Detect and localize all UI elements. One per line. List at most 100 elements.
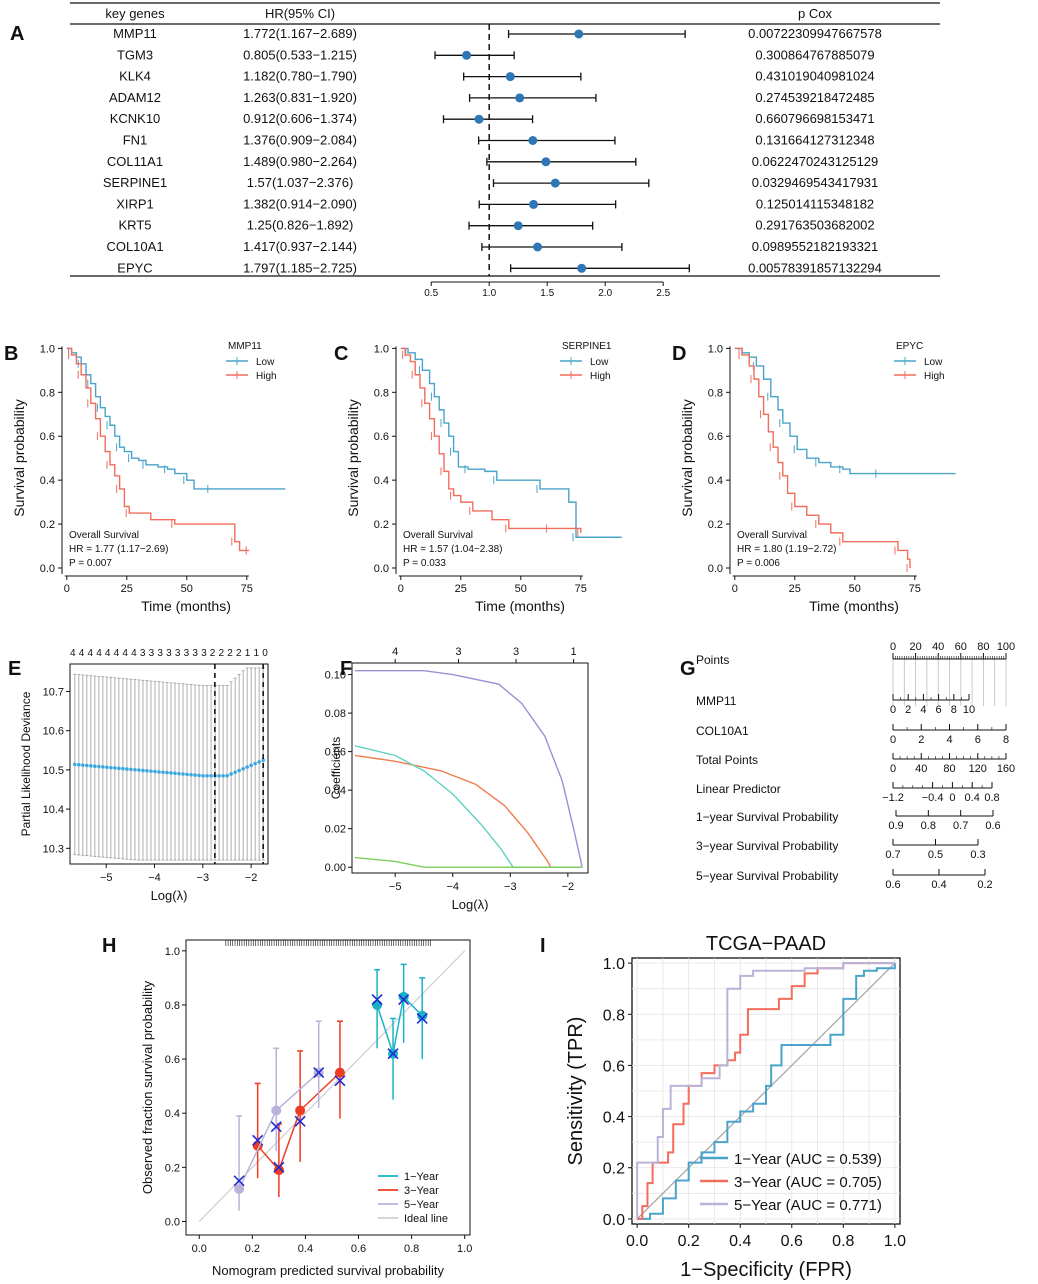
nomogram-tick-label: 80 xyxy=(943,763,955,775)
x-tick-label: 75 xyxy=(575,583,587,595)
nomogram-tick-label: 120 xyxy=(969,763,987,775)
deviance-point xyxy=(117,766,121,771)
km-panel-serpine1: 0.0 0.2 0.4 0.6 0.8 1.0 0 25 50 75 Time (months) Su… xyxy=(345,341,622,614)
legend-label: 5−Year (AUC = 0.771) xyxy=(734,1197,882,1214)
nomogram-tick-label: 0.7 xyxy=(953,820,968,832)
nomogram-tick-label: 0.4 xyxy=(931,879,946,891)
y-tick-label: 0.0 xyxy=(603,1212,625,1229)
x-tick-label: −4 xyxy=(148,872,161,884)
nomogram-tick-label: 40 xyxy=(932,641,944,653)
bootstrap-cross xyxy=(371,993,383,1006)
deviance-point xyxy=(229,772,233,776)
nomogram-tick-label: 10 xyxy=(963,704,975,716)
deviance-point xyxy=(221,773,225,778)
hr-label: 1.57(1.037−2.376) xyxy=(247,175,354,190)
legend-label: 1−Year xyxy=(404,1171,439,1183)
y-tick-label: 0.8 xyxy=(165,1000,180,1012)
nomogram-tick-label: 2 xyxy=(918,734,924,746)
gene-label: MMP11 xyxy=(113,26,157,41)
y-axis-label: Observed fraction survival probability xyxy=(140,980,155,1194)
x-tick-label: 0.6 xyxy=(351,1243,366,1255)
km-curve-high xyxy=(66,347,250,552)
x-tick-label: 0.5 xyxy=(424,288,438,299)
gene-label: COL10A1 xyxy=(106,239,163,254)
deviance-point xyxy=(245,765,249,769)
deviance-point xyxy=(157,770,161,774)
stat-text: HR = 1.57 (1.04−2.38) xyxy=(403,544,503,555)
y-tick-label: 0.2 xyxy=(708,519,723,531)
top-tick-label: 1 xyxy=(571,646,577,658)
nomogram-tick-label: 8 xyxy=(951,704,957,716)
top-tick-label: 3 xyxy=(513,646,519,658)
y-tick-label: 0.00 xyxy=(325,862,346,874)
coef-path-0 xyxy=(354,670,583,868)
x-tick-label: −3 xyxy=(197,872,210,884)
nomogram-tick-label: 0.9 xyxy=(888,820,903,832)
legend-label: 1−Year (AUC = 0.539) xyxy=(734,1151,882,1168)
cv-deviance-panel: 10.3 10.4 10.5 10.6 10.7 −5 −4 −3 −2 Log(λ) Partia… xyxy=(19,648,269,903)
x-tick-label: 0.8 xyxy=(404,1243,419,1255)
deviance-point xyxy=(241,767,245,771)
deviance-point xyxy=(101,765,105,769)
y-tick-label: 0.4 xyxy=(374,475,389,487)
y-tick-label: 0.0 xyxy=(708,563,723,575)
x-tick-label: 2.5 xyxy=(656,288,670,299)
roc-panel: 0.0 0.2 0.4 0.6 0.8 1.0 0.0 0.2 0.4 0.6 0.8 1.0 TCGA… xyxy=(565,933,906,1281)
x-tick-label: 1.5 xyxy=(540,288,554,299)
y-tick-label: 10.5 xyxy=(43,765,64,777)
deviance-point xyxy=(85,763,89,768)
deviance-point xyxy=(185,772,189,777)
calibration-point xyxy=(234,1183,245,1194)
x-tick-label: 50 xyxy=(181,583,193,595)
km-curve-high xyxy=(400,347,582,533)
nomogram-tick-label: 0.5 xyxy=(928,849,943,861)
y-tick-label: 0.8 xyxy=(374,387,389,399)
calibration-point xyxy=(334,1067,345,1078)
y-axis-label: Survival probability xyxy=(11,399,27,517)
legend-label: Low xyxy=(256,357,275,368)
x-tick-label: −5 xyxy=(100,872,113,884)
deviance-point xyxy=(177,771,181,776)
stat-text: Overall Survival xyxy=(69,530,139,541)
hr-label: 1.797(1.185−2.725) xyxy=(243,260,357,275)
x-axis-label: Log(λ) xyxy=(452,897,489,912)
y-tick-label: 0.0 xyxy=(165,1216,180,1228)
nomogram-tick-label: 0 xyxy=(890,641,896,653)
nomogram-tick-label: 0.7 xyxy=(885,849,900,861)
stat-text: Overall Survival xyxy=(403,530,473,541)
bootstrap-cross xyxy=(233,1175,245,1187)
legend-label: High xyxy=(590,371,611,382)
deviance-point xyxy=(97,764,101,769)
y-tick-label: 1.0 xyxy=(40,343,55,355)
y-axis-label: Partial Likelihood Deviance xyxy=(19,691,33,836)
x-tick-label: 0.4 xyxy=(729,1233,751,1250)
deviance-point xyxy=(217,773,221,778)
y-tick-label: 0.6 xyxy=(40,431,55,443)
gene-label: EPYC xyxy=(117,260,152,275)
x-tick-label: 50 xyxy=(849,583,861,595)
nomogram-tick-label: 60 xyxy=(955,641,967,653)
x-tick-label: 0 xyxy=(398,583,404,595)
y-axis-label: Coefficients xyxy=(329,737,343,799)
calibration-panel: 0.0 0.2 0.4 0.6 0.8 1.0 0.0 0.2 0.4 0.6 0.8 1.0 Nomo… xyxy=(140,939,472,1278)
deviance-point xyxy=(125,767,129,771)
nomogram-tick-label: 0 xyxy=(949,792,955,804)
panel-letter-D: D xyxy=(672,343,686,365)
nomogram-tick-label: 0.3 xyxy=(970,849,985,861)
km-curve-low xyxy=(400,347,622,538)
panel-letter-H: H xyxy=(102,935,116,957)
gene-label: SERPINE1 xyxy=(103,175,167,190)
x-axis-label: Time (months) xyxy=(475,598,565,614)
hr-label: 1.182(0.780−1.790) xyxy=(243,69,357,84)
hr-point xyxy=(577,263,587,273)
header-gene: key genes xyxy=(105,6,165,21)
p-value: 0.300864767885079 xyxy=(755,47,874,62)
x-axis-label: 1−Specificity (FPR) xyxy=(680,1259,852,1281)
calibration-line xyxy=(376,995,423,1054)
gene-label: COL11A1 xyxy=(107,154,163,169)
nomogram-row-label: 5−year Survival Probability xyxy=(696,869,838,883)
deviance-point xyxy=(93,764,97,769)
gene-label: FN1 xyxy=(123,133,148,148)
y-tick-label: 0.10 xyxy=(325,670,346,682)
y-tick-label: 0.8 xyxy=(40,387,55,399)
